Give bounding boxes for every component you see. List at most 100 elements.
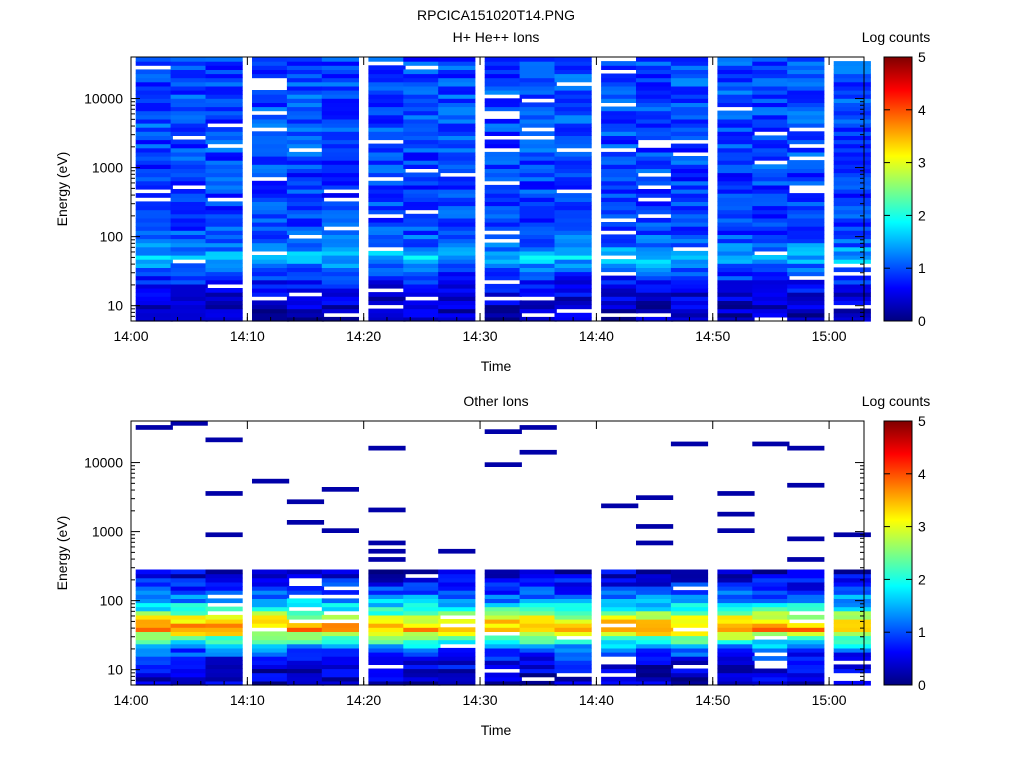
heatmap-cell: [438, 594, 476, 599]
heatmap-cell: [670, 135, 709, 141]
heatmap-cell: [286, 520, 325, 525]
heatmap-cell: [601, 631, 639, 637]
heatmap-cell: [519, 275, 557, 281]
heatmap-cell: [670, 271, 709, 277]
heatmap-cell: [519, 168, 557, 174]
heatmap-cell: [484, 189, 522, 194]
heatmap-cell: [636, 619, 674, 624]
heatmap-cell: [717, 197, 755, 202]
heatmap-cell: [484, 164, 522, 169]
heatmap-cell: [286, 631, 325, 637]
heatmap-cell: [135, 217, 173, 223]
heatmap-cell: [787, 283, 825, 289]
heatmap-cell: [787, 279, 825, 285]
heatmap-cell: [752, 213, 790, 219]
heatmap-cell: [636, 316, 674, 322]
heatmap-cell: [286, 598, 325, 604]
heatmap-cell: [554, 263, 592, 268]
heatmap-cell: [135, 279, 173, 285]
heatmap-cell: [787, 643, 825, 649]
heatmap-cell: [368, 230, 406, 235]
colorbar-label: Log counts: [862, 393, 931, 409]
heatmap-cell: [170, 250, 208, 256]
heatmap-cell: [205, 222, 243, 227]
heatmap-cell: [554, 581, 592, 587]
heatmap-cell: [368, 85, 406, 91]
heatmap-cell: [403, 242, 441, 248]
heatmap-cell: [321, 255, 359, 260]
heatmap-cell: [170, 147, 208, 153]
heatmap-cell: [833, 586, 871, 591]
heatmap-cell: [135, 246, 173, 252]
heatmap-cell: [205, 656, 243, 661]
heatmap-cell: [170, 73, 208, 79]
heatmap-cell: [752, 205, 790, 211]
heatmap-cell: [833, 619, 871, 624]
heatmap-cell: [752, 65, 790, 70]
heatmap-cell: [438, 598, 476, 604]
heatmap-cell: [484, 242, 522, 248]
heatmap-cell: [717, 65, 755, 70]
heatmap-cell: [833, 147, 871, 153]
heatmap-cell: [752, 77, 790, 83]
heatmap-cell: [833, 573, 871, 579]
heatmap-cell: [286, 156, 325, 161]
heatmap-cell: [286, 271, 325, 277]
heatmap-cell: [135, 164, 173, 169]
heatmap-cell: [368, 623, 406, 628]
heatmap-cell: [670, 594, 709, 599]
y-tick-label: 10: [107, 298, 123, 314]
heatmap-cell: [368, 143, 406, 149]
heatmap-cell: [787, 614, 825, 620]
heatmap-cell: [321, 652, 359, 657]
heatmap-cell: [321, 127, 359, 132]
heatmap-cell: [438, 176, 476, 182]
heatmap-cell: [170, 275, 208, 281]
heatmap-cell: [135, 106, 173, 112]
heatmap-cell: [833, 275, 871, 281]
heatmap-cell: [205, 139, 243, 145]
heatmap-cell: [403, 143, 441, 149]
heatmap-cell: [368, 238, 406, 244]
heatmap-cell: [170, 586, 208, 591]
heatmap-cell: [170, 139, 208, 145]
heatmap-cell: [787, 639, 825, 645]
heatmap-cell: [403, 590, 441, 595]
heatmap-cell: [321, 65, 359, 70]
heatmap-cell: [438, 259, 476, 264]
heatmap-cell: [670, 106, 709, 112]
heatmap-cell: [205, 238, 243, 244]
heatmap-cell: [601, 180, 639, 186]
heatmap-cell: [403, 180, 441, 186]
heatmap-cell: [252, 639, 290, 645]
heatmap-cell: [286, 602, 325, 608]
heatmap-cell: [403, 643, 441, 649]
heatmap-cell: [170, 647, 208, 653]
heatmap-cell: [368, 656, 406, 661]
heatmap-cell: [717, 664, 755, 670]
heatmap-cell: [438, 118, 476, 124]
heatmap-cell: [601, 259, 639, 264]
heatmap-cell: [484, 606, 522, 612]
heatmap-cell: [170, 577, 208, 583]
heatmap-cell: [286, 316, 325, 322]
heatmap-cell: [833, 300, 871, 306]
y-tick-label: 10000: [84, 91, 123, 107]
heatmap-cell: [368, 606, 406, 612]
heatmap-cell: [135, 296, 173, 301]
heatmap-cell: [252, 168, 290, 174]
heatmap-cell: [554, 664, 592, 670]
heatmap-cell: [519, 81, 557, 87]
heatmap-cell: [554, 242, 592, 248]
heatmap-cell: [135, 610, 173, 616]
heatmap-cell: [833, 668, 871, 674]
heatmap-cell: [368, 271, 406, 277]
heatmap-cell: [205, 69, 243, 75]
heatmap-cell: [205, 643, 243, 649]
heatmap-cell: [670, 660, 709, 665]
heatmap-cell: [368, 94, 406, 99]
heatmap-cell: [484, 131, 522, 136]
heatmap-cell: [170, 180, 208, 186]
heatmap-cell: [717, 135, 755, 141]
